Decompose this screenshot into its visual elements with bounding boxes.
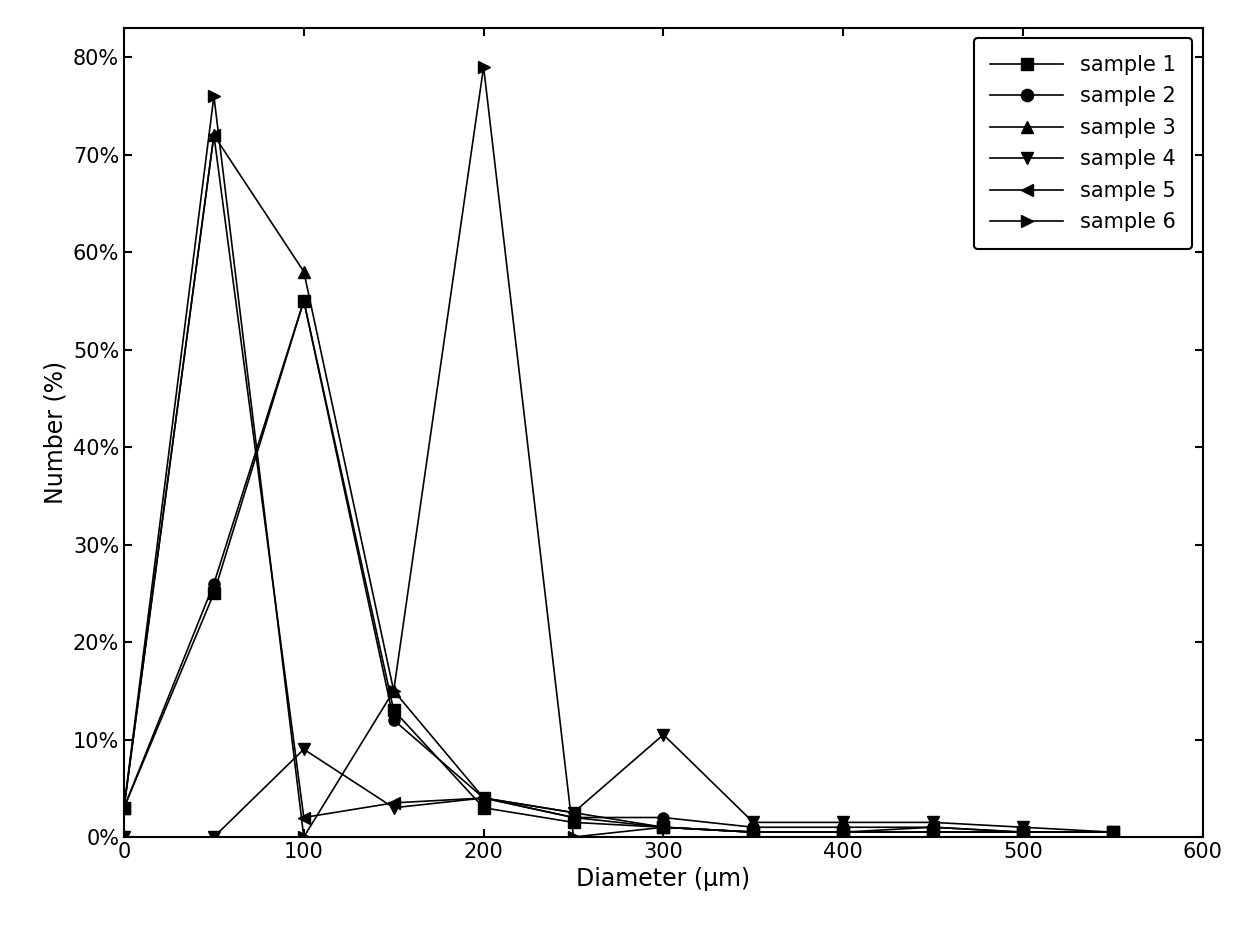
Legend: sample 1, sample 2, sample 3, sample 4, sample 5, sample 6: sample 1, sample 2, sample 3, sample 4, … — [973, 38, 1193, 249]
sample 5 — [925, 822, 941, 833]
sample 3 — [387, 685, 402, 697]
sample 4 — [476, 792, 491, 804]
sample 5 — [746, 827, 761, 838]
sample 2 — [746, 822, 761, 833]
sample 6 — [387, 685, 402, 697]
Y-axis label: Number (%): Number (%) — [43, 361, 67, 504]
sample 1 — [925, 827, 941, 838]
sample 4 — [1016, 822, 1030, 833]
sample 3 — [206, 129, 222, 140]
sample 6 — [1016, 827, 1030, 838]
sample 1 — [1106, 827, 1121, 838]
Line: sample 2: sample 2 — [119, 296, 1118, 838]
Line: sample 1: sample 1 — [119, 296, 1118, 838]
sample 2 — [296, 295, 311, 306]
Line: sample 6: sample 6 — [119, 61, 1118, 843]
sample 2 — [206, 578, 222, 589]
sample 1 — [476, 803, 491, 814]
Line: sample 5: sample 5 — [119, 129, 1118, 838]
sample 5 — [296, 812, 311, 823]
sample 2 — [925, 822, 941, 833]
sample 4 — [565, 807, 580, 818]
sample 2 — [1106, 827, 1121, 838]
sample 1 — [1016, 827, 1030, 838]
sample 4 — [206, 831, 222, 843]
sample 6 — [296, 831, 311, 843]
sample 3 — [565, 812, 580, 823]
sample 4 — [746, 817, 761, 828]
sample 5 — [1106, 827, 1121, 838]
sample 3 — [1106, 827, 1121, 838]
sample 6 — [656, 822, 671, 833]
sample 3 — [746, 827, 761, 838]
Line: sample 4: sample 4 — [119, 729, 1118, 843]
sample 5 — [836, 827, 851, 838]
sample 6 — [925, 827, 941, 838]
sample 4 — [387, 803, 402, 814]
sample 6 — [746, 827, 761, 838]
sample 1 — [836, 827, 851, 838]
sample 2 — [476, 792, 491, 804]
sample 4 — [1106, 827, 1121, 838]
sample 5 — [656, 822, 671, 833]
sample 2 — [836, 822, 851, 833]
sample 5 — [206, 129, 222, 140]
sample 3 — [925, 827, 941, 838]
sample 4 — [925, 817, 941, 828]
sample 3 — [656, 822, 671, 833]
sample 1 — [117, 803, 131, 814]
sample 2 — [117, 803, 131, 814]
Line: sample 3: sample 3 — [119, 129, 1118, 838]
sample 1 — [296, 295, 311, 306]
sample 3 — [836, 827, 851, 838]
sample 1 — [656, 822, 671, 833]
sample 5 — [387, 797, 402, 808]
sample 5 — [117, 803, 131, 814]
sample 2 — [387, 714, 402, 725]
sample 3 — [476, 792, 491, 804]
sample 6 — [476, 61, 491, 73]
X-axis label: Diameter (μm): Diameter (μm) — [577, 868, 750, 892]
sample 5 — [1016, 827, 1030, 838]
sample 2 — [656, 812, 671, 823]
sample 6 — [836, 827, 851, 838]
sample 1 — [746, 827, 761, 838]
sample 1 — [565, 817, 580, 828]
sample 3 — [1016, 827, 1030, 838]
sample 2 — [565, 812, 580, 823]
sample 6 — [1106, 827, 1121, 838]
sample 5 — [565, 807, 580, 818]
sample 3 — [117, 803, 131, 814]
sample 4 — [656, 729, 671, 740]
sample 4 — [117, 831, 131, 843]
sample 2 — [1016, 827, 1030, 838]
sample 6 — [117, 803, 131, 814]
sample 6 — [206, 90, 222, 101]
sample 5 — [476, 792, 491, 804]
sample 4 — [836, 817, 851, 828]
sample 1 — [387, 705, 402, 716]
sample 1 — [206, 588, 222, 599]
sample 6 — [565, 831, 580, 843]
sample 3 — [296, 266, 311, 277]
sample 4 — [296, 744, 311, 755]
